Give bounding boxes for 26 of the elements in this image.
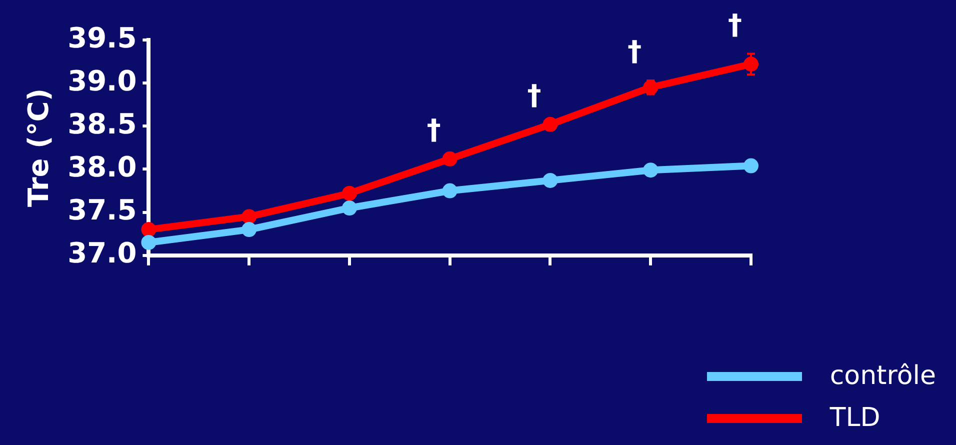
annotation: † — [527, 78, 542, 112]
y-tick-label: 38.5 — [68, 107, 137, 140]
annotation: † — [728, 8, 742, 41]
legend-label: contrôle — [830, 361, 936, 391]
point — [242, 209, 257, 224]
y-tick-label: 37.0 — [68, 236, 137, 270]
y-tick-label: 39.5 — [68, 21, 137, 54]
y-tick-label: 38.0 — [68, 150, 137, 184]
point — [342, 186, 357, 201]
annotation: † — [628, 34, 642, 68]
point — [141, 234, 156, 250]
point — [542, 116, 558, 132]
y-tick-label: 39.0 — [68, 64, 137, 98]
point — [342, 200, 357, 216]
point — [141, 222, 156, 238]
y-axis-title: Tre (°C) — [22, 88, 56, 208]
annotation: † — [426, 112, 441, 146]
point — [442, 151, 458, 166]
point — [442, 183, 458, 198]
point — [542, 172, 558, 188]
y-tick-label: 37.5 — [68, 194, 137, 227]
point — [643, 162, 658, 178]
point — [242, 222, 257, 238]
legend-label: TLD — [830, 403, 880, 433]
point — [744, 158, 758, 174]
point — [744, 56, 758, 72]
